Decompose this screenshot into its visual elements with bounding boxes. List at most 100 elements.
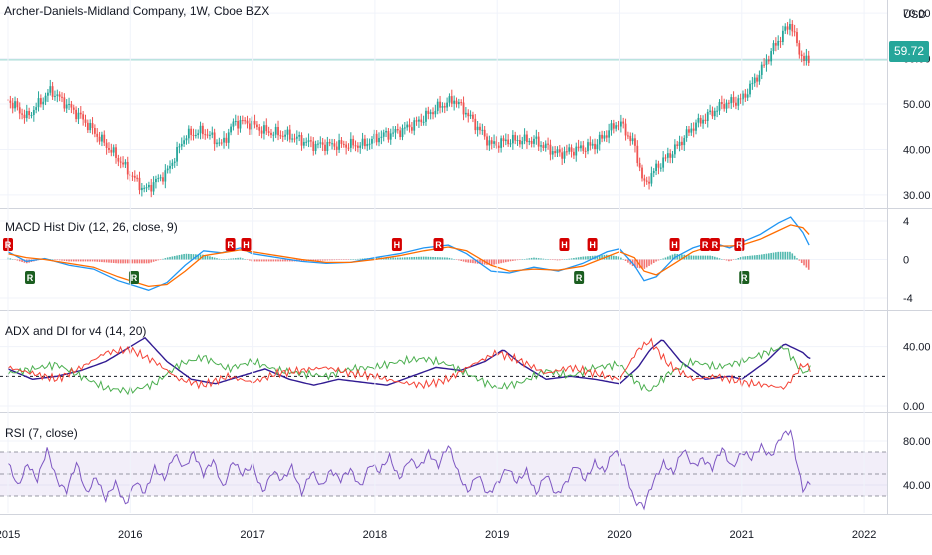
candle-body xyxy=(457,102,460,105)
histogram-bar xyxy=(317,259,319,261)
histogram-bar xyxy=(418,256,420,260)
histogram-bar xyxy=(246,259,249,260)
histogram-bar xyxy=(18,259,21,262)
candle-body xyxy=(356,145,359,148)
candle-body xyxy=(169,165,171,169)
bearish-divergence-marker: R xyxy=(433,237,444,251)
candle-body xyxy=(223,137,225,143)
candle-body xyxy=(436,101,439,111)
histogram-bar xyxy=(580,256,582,260)
histogram-bar xyxy=(389,257,392,260)
candle-body xyxy=(723,104,726,109)
candle-body xyxy=(497,145,500,148)
histogram-bar xyxy=(124,259,127,264)
candle-body xyxy=(272,134,275,136)
adx-pane-title: ADX and DI for v4 (14, 20) xyxy=(5,324,147,338)
candle-body xyxy=(570,147,573,152)
candle-body xyxy=(603,135,606,139)
candle-body xyxy=(472,114,474,119)
divergence-marker-label: H xyxy=(671,240,678,250)
candle-body xyxy=(310,140,312,142)
histogram-bar xyxy=(610,255,613,260)
candle-body xyxy=(58,94,61,97)
histogram-bar xyxy=(51,259,54,260)
histogram-bar xyxy=(422,256,425,260)
candle-body xyxy=(521,141,524,145)
candle-body xyxy=(434,110,437,115)
histogram-bar xyxy=(746,255,749,260)
candle-body xyxy=(375,133,378,143)
candle-body xyxy=(464,112,467,115)
histogram-bar xyxy=(692,255,695,260)
candle-body xyxy=(157,178,160,180)
candle-body xyxy=(232,121,235,127)
candle-body xyxy=(601,134,603,139)
histogram-bar xyxy=(150,259,153,263)
candle-body xyxy=(328,141,331,144)
candle-body xyxy=(248,123,251,130)
candle-body xyxy=(634,138,636,146)
candle-body xyxy=(624,123,627,136)
candle-body xyxy=(774,43,777,46)
histogram-bar xyxy=(427,256,430,260)
candle-body xyxy=(784,26,787,31)
candle-body xyxy=(528,140,531,143)
histogram-bar xyxy=(225,259,228,260)
histogram-bar xyxy=(671,254,674,260)
divergence-marker-label: H xyxy=(589,240,596,250)
histogram-bar xyxy=(512,259,514,261)
candle-body xyxy=(702,119,704,124)
histogram-bar xyxy=(211,256,214,260)
histogram-bar xyxy=(340,259,343,260)
divergence-marker-label: R xyxy=(736,240,743,250)
candle-body xyxy=(645,180,648,182)
histogram-bar xyxy=(173,255,176,260)
histogram-bar xyxy=(169,256,171,260)
candle-body xyxy=(716,110,719,112)
candle-body xyxy=(758,74,761,82)
candle-body xyxy=(657,163,660,168)
histogram-bar xyxy=(279,259,282,262)
histogram-bar xyxy=(399,257,401,260)
histogram-bar xyxy=(765,253,768,260)
y-tick-label: 40.00 xyxy=(903,480,931,492)
histogram-bar xyxy=(54,259,56,260)
candle-body xyxy=(711,110,714,117)
candle-body xyxy=(98,136,101,142)
candle-body xyxy=(533,138,535,144)
candle-body xyxy=(117,157,120,162)
candle-body xyxy=(145,187,148,189)
histogram-bar xyxy=(190,254,192,260)
candle-body xyxy=(608,130,611,138)
candle-body xyxy=(378,137,380,143)
y-tick-label: 80.00 xyxy=(903,436,931,448)
histogram-bar xyxy=(685,254,688,260)
histogram-bar xyxy=(659,259,662,260)
histogram-bar xyxy=(519,259,521,260)
candle-body xyxy=(63,97,66,109)
candle-body xyxy=(260,130,263,134)
candle-body xyxy=(511,134,514,144)
candle-body xyxy=(544,143,547,149)
histogram-bar xyxy=(234,258,237,260)
candle-body xyxy=(331,143,333,145)
candle-body xyxy=(713,110,716,117)
histogram-bar xyxy=(281,259,284,262)
candle-body xyxy=(180,143,183,147)
candle-body xyxy=(659,167,662,169)
candle-body xyxy=(627,135,629,137)
candle-body xyxy=(18,107,21,114)
candle-body xyxy=(192,134,195,136)
candle-body xyxy=(462,102,465,115)
histogram-bar xyxy=(448,257,451,260)
candle-body xyxy=(173,161,176,163)
histogram-bar xyxy=(375,257,378,260)
candle-body xyxy=(86,122,89,131)
candle-body xyxy=(772,43,775,52)
candle-body xyxy=(725,102,728,109)
candle-body xyxy=(185,138,188,141)
histogram-bar xyxy=(446,257,448,260)
candle-body xyxy=(718,102,721,111)
histogram-bar xyxy=(70,259,73,262)
